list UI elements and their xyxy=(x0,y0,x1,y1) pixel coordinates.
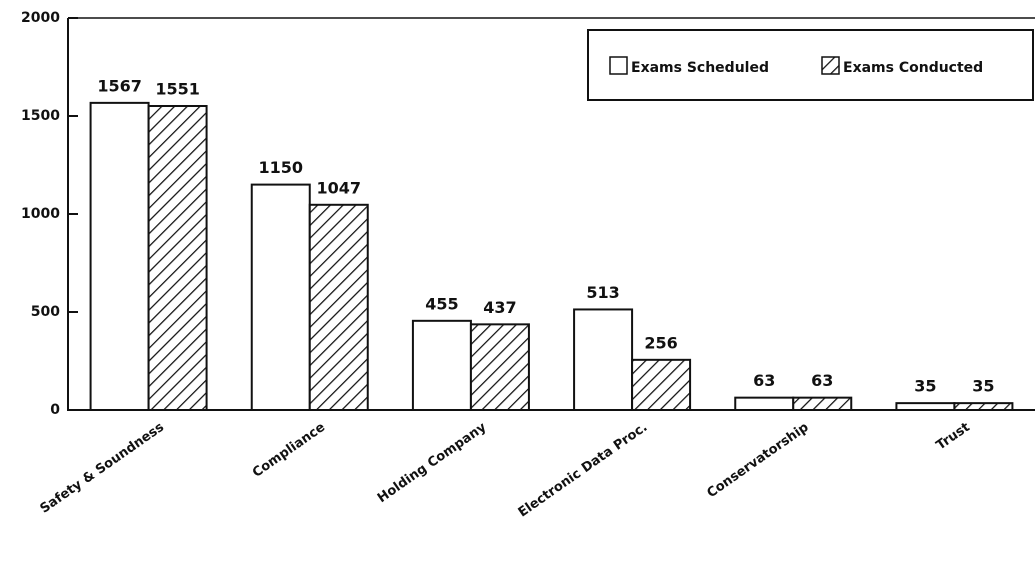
legend-swatch xyxy=(609,56,628,75)
bar xyxy=(250,183,311,411)
legend-swatch xyxy=(821,56,840,75)
value-label: 1150 xyxy=(258,158,303,177)
bar xyxy=(792,396,853,412)
x-tick-label: Electronic Data Proc. xyxy=(516,420,651,521)
bar xyxy=(147,105,208,411)
x-tick-label: Safety & Soundness xyxy=(38,420,168,517)
y-tick-label: 2000 xyxy=(21,10,60,26)
value-label: 63 xyxy=(811,371,833,390)
value-label: 1551 xyxy=(155,80,200,99)
bar xyxy=(895,402,956,412)
legend-label: Exams Conducted xyxy=(843,60,983,76)
value-label: 455 xyxy=(425,294,458,313)
y-tick-label: 500 xyxy=(31,304,60,320)
bar xyxy=(411,319,472,412)
legend-label: Exams Scheduled xyxy=(631,60,769,76)
value-label: 513 xyxy=(586,283,619,302)
bar xyxy=(631,358,692,412)
value-label: 35 xyxy=(914,377,936,396)
legend-box xyxy=(587,29,1034,101)
bar xyxy=(89,101,150,411)
value-label: 35 xyxy=(972,377,994,396)
value-label: 1047 xyxy=(316,178,361,197)
x-tick-label: Trust xyxy=(934,420,973,454)
bar xyxy=(734,396,795,412)
bar xyxy=(573,308,634,411)
value-label: 256 xyxy=(644,333,677,352)
y-tick-label: 1000 xyxy=(21,206,60,222)
x-tick-label: Compliance xyxy=(250,420,328,481)
bar xyxy=(469,323,530,411)
y-tick-label: 1500 xyxy=(21,108,60,124)
x-tick-label: Conservatorship xyxy=(704,420,811,501)
bar xyxy=(953,402,1014,412)
bar xyxy=(308,203,369,411)
value-label: 437 xyxy=(483,298,516,317)
x-tick-label: Holding Company xyxy=(375,420,490,507)
value-label: 1567 xyxy=(97,76,142,95)
y-tick-label: 0 xyxy=(50,402,60,418)
value-label: 63 xyxy=(753,371,775,390)
